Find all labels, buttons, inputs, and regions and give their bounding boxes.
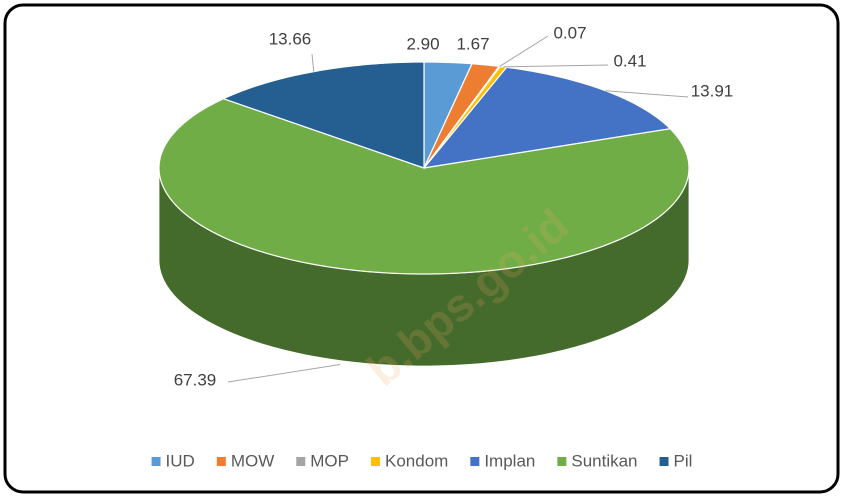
legend-item: MOW — [216, 451, 274, 470]
legend-label: Suntikan — [571, 451, 637, 470]
data-label: 2.90 — [406, 34, 439, 53]
legend-swatch — [296, 457, 306, 466]
leader-line — [311, 53, 315, 72]
pie — [158, 61, 690, 367]
legend-item: Pil — [659, 451, 693, 470]
data-label: 0.41 — [613, 51, 646, 70]
legend-label: IUD — [166, 451, 195, 470]
legend-swatch — [151, 457, 161, 466]
legend-swatch — [470, 457, 480, 466]
slice — [221, 61, 425, 169]
legend-item: IUD — [151, 451, 195, 470]
legend-item: Suntikan — [557, 451, 638, 470]
legend-swatch — [557, 457, 567, 466]
slice — [158, 98, 690, 275]
slice — [422, 66, 672, 169]
data-label: 0.07 — [553, 23, 586, 42]
legend-label: MOP — [310, 451, 349, 470]
data-label: 67.39 — [174, 370, 217, 389]
legend-item: Kondom — [371, 451, 448, 470]
legend-label: Kondom — [385, 451, 448, 470]
data-label: 1.67 — [456, 34, 489, 53]
legend-swatch — [216, 457, 226, 466]
data-label: 13.66 — [269, 29, 312, 48]
legend-swatch — [371, 457, 381, 466]
leader-line — [227, 364, 341, 383]
legend-label: Implan — [484, 451, 535, 470]
legend-item: MOP — [296, 451, 349, 470]
leader-line — [605, 90, 689, 98]
legend: IUD MOW MOP Kondom Implan Suntikan Pil — [151, 451, 693, 470]
legend-label: MOW — [231, 451, 274, 470]
legend-item: Implan — [470, 451, 535, 470]
legend-swatch — [659, 457, 669, 466]
legend-label: Pil — [674, 451, 693, 470]
data-label: 13.91 — [691, 81, 734, 100]
leader-line — [503, 64, 609, 68]
data-labels: 2.90 1.67 0.07 0.41 13.91 67.39 13.66 — [174, 23, 734, 389]
leader-line — [499, 35, 549, 67]
